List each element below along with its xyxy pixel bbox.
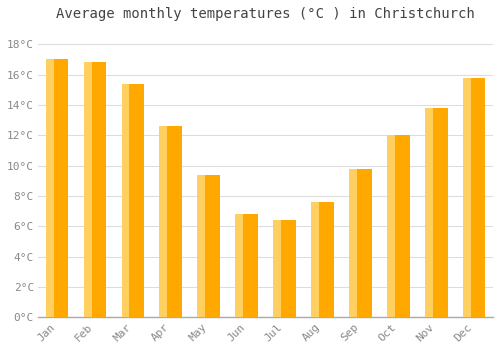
Bar — [198, 175, 220, 317]
Bar — [198, 175, 205, 317]
Bar — [462, 78, 485, 317]
Bar — [46, 60, 68, 317]
Bar — [311, 202, 319, 317]
Bar — [387, 135, 395, 317]
Bar — [273, 220, 281, 317]
Bar — [160, 126, 168, 317]
Bar — [425, 108, 433, 317]
Bar — [349, 169, 372, 317]
Bar — [387, 135, 409, 317]
Bar — [84, 62, 106, 317]
Bar — [425, 108, 448, 317]
Bar — [84, 62, 92, 317]
Bar — [311, 202, 334, 317]
Bar — [160, 126, 182, 317]
Bar — [462, 78, 470, 317]
Bar — [122, 84, 144, 317]
Bar — [349, 169, 357, 317]
Bar — [273, 220, 296, 317]
Bar — [122, 84, 130, 317]
Title: Average monthly temperatures (°C ) in Christchurch: Average monthly temperatures (°C ) in Ch… — [56, 7, 475, 21]
Bar — [46, 60, 54, 317]
Bar — [236, 214, 243, 317]
Bar — [236, 214, 258, 317]
